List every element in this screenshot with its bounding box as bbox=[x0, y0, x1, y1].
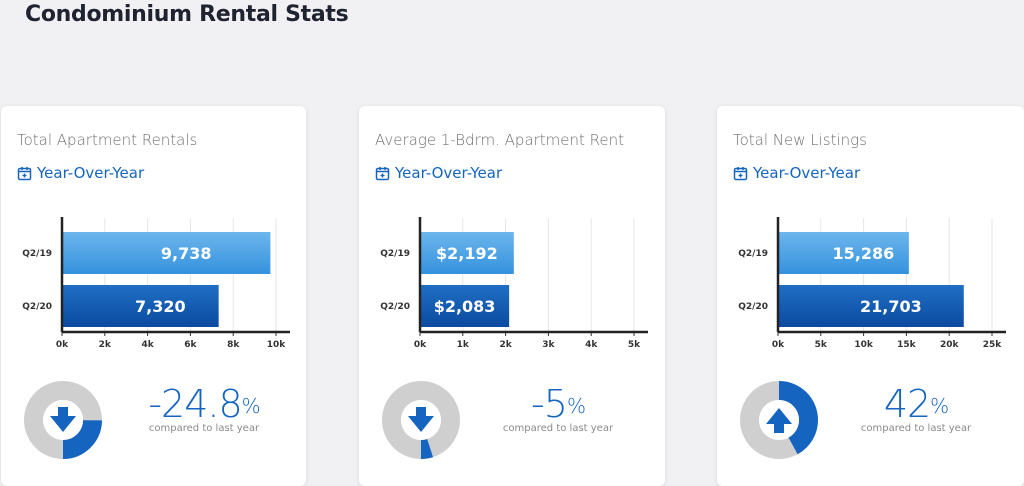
category-label: Q2/19 bbox=[380, 249, 410, 259]
percent-caption: compared to last year bbox=[502, 423, 614, 434]
tick-label: 0k bbox=[772, 340, 785, 350]
donut-arc bbox=[24, 381, 102, 459]
bar-Q2-20[interactable] bbox=[420, 285, 510, 327]
tick-label: 0k bbox=[414, 340, 427, 350]
bar-Q2-20[interactable] bbox=[778, 285, 964, 327]
data-label: 9,738 bbox=[161, 244, 212, 263]
percent-caption: compared to last year bbox=[148, 423, 260, 434]
calendar-icon bbox=[375, 166, 390, 180]
tick-label: 2k bbox=[499, 340, 512, 350]
percent-change: -24.8% compared to last year bbox=[129, 383, 279, 434]
tick-label: 20k bbox=[940, 340, 960, 350]
period-label: Year-Over-Year bbox=[395, 164, 503, 182]
category-label: Q2/20 bbox=[738, 302, 768, 312]
data-label: 15,286 bbox=[833, 244, 895, 263]
arrow-up-icon bbox=[766, 408, 792, 433]
calendar-icon bbox=[733, 166, 748, 180]
tick-label: 25k bbox=[983, 340, 1003, 350]
tick-label: 4k bbox=[141, 340, 154, 350]
bar-Q2-19[interactable] bbox=[62, 232, 271, 274]
page-title: Condominium Rental Stats bbox=[25, 2, 349, 27]
bar-Q2-20[interactable] bbox=[62, 285, 219, 327]
change-donut bbox=[740, 381, 818, 459]
period-label: Year-Over-Year bbox=[37, 164, 145, 182]
bar-Q2-19[interactable] bbox=[778, 232, 909, 274]
tick-label: 0k bbox=[56, 340, 69, 350]
data-label: $2,192 bbox=[436, 244, 498, 263]
card-title: Average 1-Bdrm. Apartment Rent bbox=[375, 131, 625, 149]
tick-label: 3k bbox=[542, 340, 555, 350]
stat-card-new-listings: Total New Listings Year-Over-Year 0k 5k 10k 1… bbox=[717, 106, 1024, 486]
data-label: $2,083 bbox=[434, 297, 496, 316]
percent-sign: % bbox=[241, 394, 261, 418]
tick-label: 5k bbox=[815, 340, 828, 350]
stat-card-avg-rent: Average 1-Bdrm. Apartment Rent Year-Over-… bbox=[359, 106, 665, 486]
period-selector[interactable]: Year-Over-Year bbox=[17, 164, 144, 182]
data-label: 21,703 bbox=[860, 297, 922, 316]
period-selector[interactable]: Year-Over-Year bbox=[733, 164, 860, 182]
tick-label: 4k bbox=[585, 340, 598, 350]
bar-chart: 0k 5k 10k 15k 20k 25k Q2/19 15,286 Q2/20 21,703 bbox=[738, 217, 1006, 350]
category-label: Q2/20 bbox=[380, 302, 410, 312]
tick-label: 1k bbox=[457, 340, 470, 350]
period-label: Year-Over-Year bbox=[753, 164, 861, 182]
percent-value: 42 bbox=[883, 382, 931, 426]
change-donut bbox=[24, 381, 102, 459]
tick-label: 5k bbox=[628, 340, 641, 350]
bar-Q2-19[interactable] bbox=[420, 232, 514, 274]
donut-arc bbox=[382, 381, 460, 459]
stat-card-total-rentals: Total Apartment Rentals Year-Over-Year 0k 2… bbox=[1, 106, 306, 486]
tick-label: 8k bbox=[227, 340, 240, 350]
donut-arc bbox=[740, 381, 818, 459]
arrow-down-icon bbox=[50, 407, 76, 432]
percent-caption: compared to last year bbox=[860, 423, 972, 434]
calendar-icon bbox=[17, 166, 32, 180]
percent-change: 42% compared to last year bbox=[841, 383, 991, 434]
bar-chart: 0k 2k 4k 6k 8k 10k Q2/19 9,738 Q2/20 7,320 bbox=[22, 217, 290, 350]
percent-change: -5% compared to last year bbox=[483, 383, 633, 434]
percent-value: -24.8 bbox=[148, 382, 242, 426]
data-label: 7,320 bbox=[135, 297, 186, 316]
period-selector[interactable]: Year-Over-Year bbox=[375, 164, 502, 182]
tick-label: 2k bbox=[99, 340, 112, 350]
card-title: Total Apartment Rentals bbox=[17, 131, 198, 149]
tick-label: 15k bbox=[897, 340, 917, 350]
percent-sign: % bbox=[566, 394, 586, 418]
change-donut bbox=[382, 381, 460, 459]
percent-sign: % bbox=[930, 394, 949, 418]
category-label: Q2/20 bbox=[22, 302, 52, 312]
category-label: Q2/19 bbox=[22, 249, 52, 259]
tick-label: 6k bbox=[184, 340, 197, 350]
percent-value: -5 bbox=[531, 382, 568, 426]
category-label: Q2/19 bbox=[738, 249, 768, 259]
card-title: Total New Listings bbox=[733, 131, 867, 149]
bar-chart: 0k 1k 2k 3k 4k 5k Q2/19 $2,192 Q2/20 $2,083 bbox=[380, 217, 648, 350]
tick-label: 10k bbox=[267, 340, 287, 350]
arrow-down-icon bbox=[408, 407, 434, 432]
tick-label: 10k bbox=[854, 340, 874, 350]
